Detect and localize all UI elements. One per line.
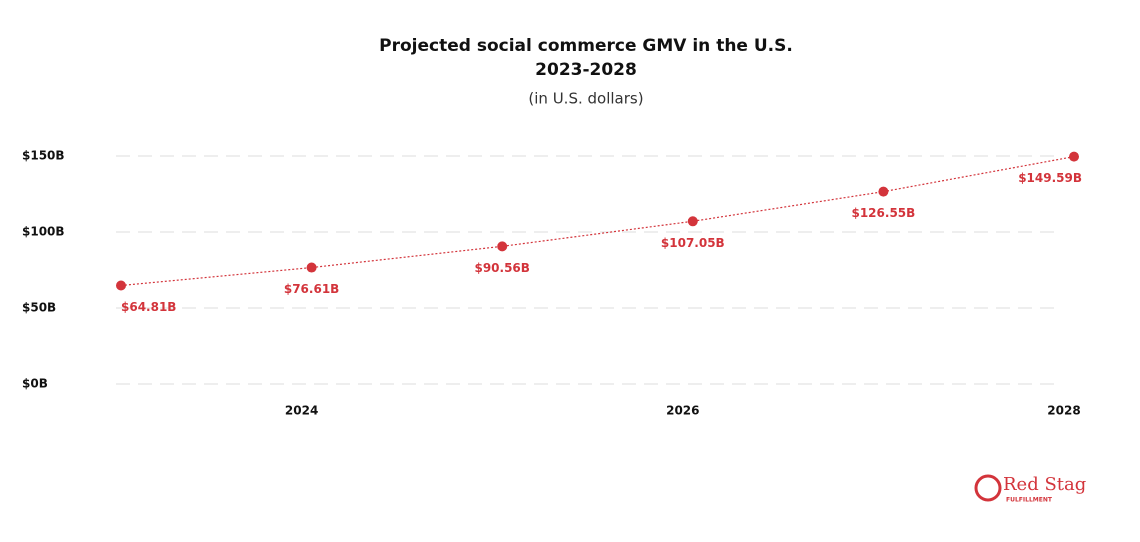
line — [120, 156, 1075, 287]
logo-sub: FULFILLMENT — [1006, 497, 1053, 504]
value-label: $64.81B — [121, 300, 176, 314]
chart-title: Projected social commerce GMV in the U.S… — [379, 36, 793, 56]
point — [116, 280, 126, 291]
y-tick-label: $0B — [22, 377, 48, 391]
point — [687, 216, 698, 227]
y-tick-label: $50B — [22, 301, 56, 315]
y-tick-label: $150B — [22, 149, 65, 163]
chart-title: 2023-2028 — [535, 60, 637, 80]
value-label: $107.05B — [661, 236, 725, 250]
point — [306, 262, 317, 273]
logo: Red Stag FULFILLMENT — [974, 474, 1086, 504]
point — [878, 186, 889, 197]
point — [497, 241, 508, 252]
chart-subtitle: (in U.S. dollars) — [528, 90, 643, 108]
value-label: $126.55B — [851, 206, 915, 220]
value-label: $149.59B — [1018, 171, 1082, 185]
point — [1069, 151, 1079, 162]
value-label: $76.61B — [284, 282, 339, 296]
x-tick-label: 2028 — [1047, 404, 1080, 418]
x-tick-label: 2024 — [285, 404, 318, 418]
value-label: $90.56B — [474, 261, 529, 275]
logo-name: Red Stag — [1003, 474, 1086, 495]
x-tick-label: 2026 — [666, 404, 699, 418]
y-tick-label: $100B — [22, 225, 65, 239]
logo-icon — [974, 474, 1002, 502]
